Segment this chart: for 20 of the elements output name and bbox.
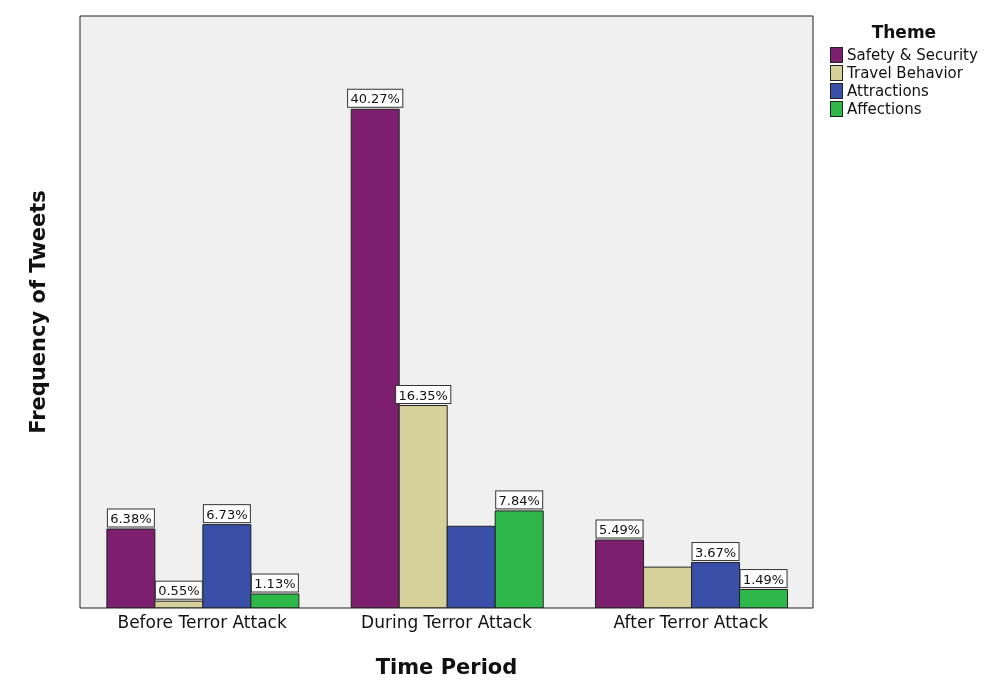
data-label: 0.55% bbox=[158, 583, 200, 599]
data-label: 5.49% bbox=[598, 522, 641, 538]
data-label: 6.73% bbox=[206, 506, 248, 522]
x-tick-label: Before Terror Attack bbox=[117, 612, 287, 633]
data-label: 16.35% bbox=[398, 387, 448, 403]
data-label: 1.13% bbox=[254, 576, 296, 592]
legend-label: Safety & Security bbox=[847, 46, 978, 64]
x-tick-label: During Terror Attack bbox=[361, 612, 533, 633]
legend-label: Attractions bbox=[847, 82, 929, 100]
x-axis-title: Time Period bbox=[375, 655, 518, 679]
x-tick-label: After Terror Attack bbox=[613, 612, 769, 633]
legend-title: Theme bbox=[870, 22, 938, 42]
data-label: 40.27% bbox=[350, 91, 400, 107]
legend-label: Travel Behavior bbox=[847, 64, 963, 82]
data-label: 7.84% bbox=[498, 492, 540, 508]
data-label: 1.49% bbox=[742, 571, 785, 587]
y-axis-title: Frequency of Tweets bbox=[26, 190, 51, 434]
legend-label: Affections bbox=[847, 100, 922, 118]
data-label: 3.67% bbox=[694, 544, 737, 560]
data-label: 6.38% bbox=[110, 510, 152, 526]
